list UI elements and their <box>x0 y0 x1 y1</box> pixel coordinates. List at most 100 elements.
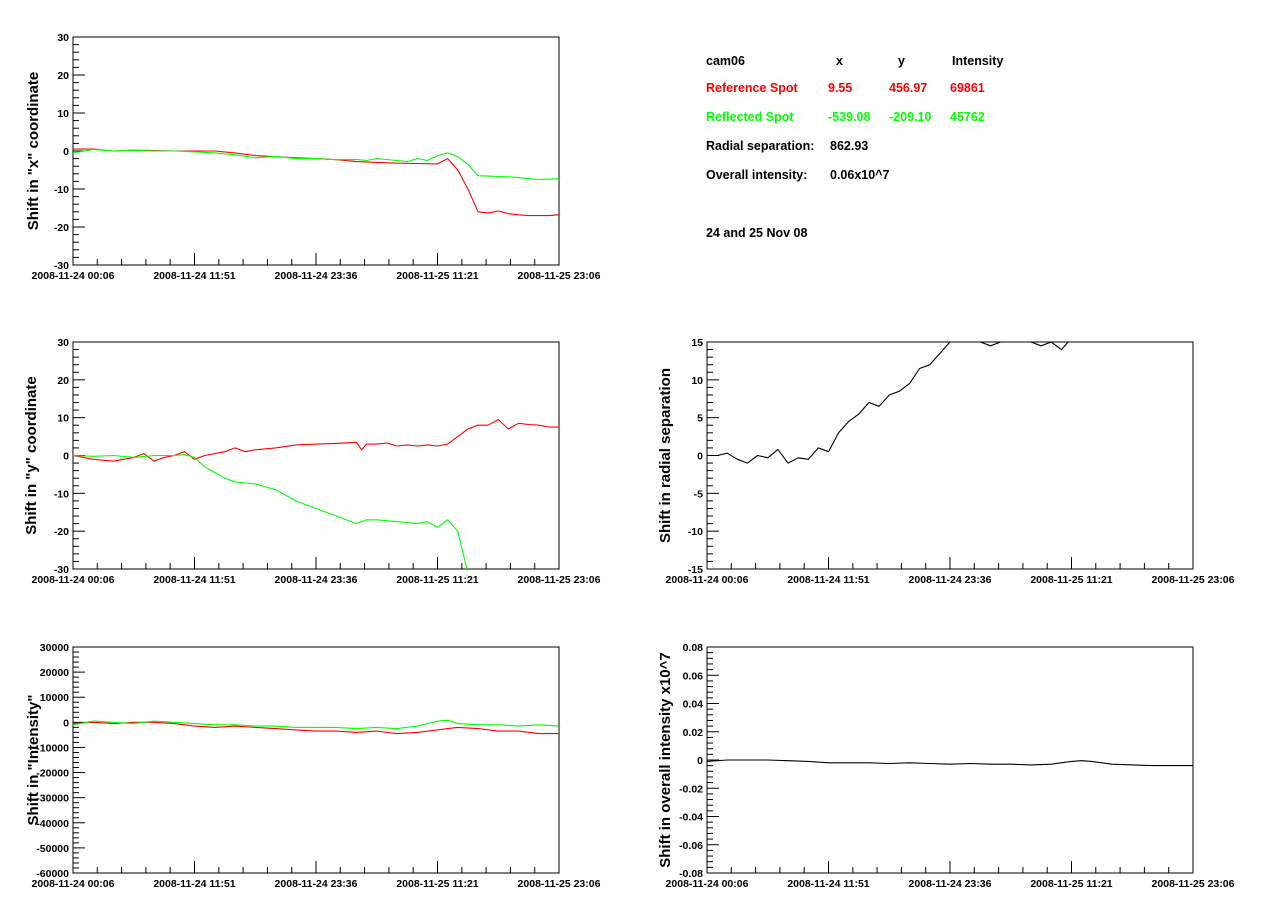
intensity-shift-xtick-label: 2008-11-24 00:06 <box>32 878 115 890</box>
overall-intensity-shift-ytick-label: 0.08 <box>683 642 704 654</box>
overall-intensity-shift-ytick-label: 0.06 <box>683 670 704 682</box>
radial-shift-ytick-label: -15 <box>688 564 703 576</box>
radial-shift-xtick-label: 2008-11-25 11:21 <box>1030 574 1112 586</box>
x-shift-ytick-label: -20 <box>54 222 69 234</box>
intensity-shift-ytick-label: -40000 <box>36 818 69 830</box>
reflected-spot-intensity: 45762 <box>950 110 985 124</box>
radial-shift-xtick-label: 2008-11-24 23:36 <box>909 574 992 586</box>
intensity-shift-xtick-label: 2008-11-25 11:21 <box>396 878 478 890</box>
reflected-spot-x: -539.08 <box>828 110 871 124</box>
intensity-shift-ytick-label: -30000 <box>36 793 69 805</box>
reference-spot-intensity: 69861 <box>950 81 985 95</box>
y-shift-ytick-label: 20 <box>57 375 69 387</box>
x-shift-series-group <box>73 148 559 217</box>
y-shift-series-line-0 <box>73 419 559 462</box>
intensity-shift-xtick-label: 2008-11-24 23:36 <box>275 878 358 890</box>
reflected-spot-y: -209.10 <box>889 110 932 124</box>
y-shift-ytick-label: -20 <box>54 526 69 538</box>
y-shift-series-line-1 <box>73 454 468 569</box>
y-shift-xtick-label: 2008-11-24 00:06 <box>32 574 115 586</box>
x-shift-ylabel: Shift in "x" coordinate <box>25 72 42 230</box>
radial-shift-ytick-label: 10 <box>691 375 703 387</box>
x-shift-xtick-label: 2008-11-24 23:36 <box>275 270 358 282</box>
overall-intensity-shift-chart: -0.08 -0.06 -0.04 -0.02 0 0.02 0.04 0.06 0.08 200… <box>657 642 1235 890</box>
overall-intensity-shift-ytick-label: -0.06 <box>679 840 703 852</box>
intensity-shift-ytick-label: 10000 <box>40 692 69 704</box>
overall-intensity-shift-xtick-label: 2008-11-24 00:06 <box>666 878 749 890</box>
overall-intensity-shift-ytick-label: 0.02 <box>683 727 704 739</box>
overall-intensity-shift-ylabel: Shift in overall intensity x10^7 <box>657 652 674 868</box>
y-shift-xtick-label: 2008-11-24 11:51 <box>153 574 235 586</box>
overall-intensity-shift-xtick-label: 2008-11-24 11:51 <box>787 878 869 890</box>
x-shift-ytick-label: 10 <box>57 108 69 120</box>
intensity-shift-chart: -60000 -50000 -40000 -30000 -20000 -10000 0 100… <box>25 642 601 890</box>
intensity-shift-xtick-label: 2008-11-25 23:06 <box>518 878 601 890</box>
radial-separation-value: 862.93 <box>830 139 869 153</box>
y-shift-chart: -30 -20 -10 0 10 20 30 2008-11-24 00:06 2008-11-… <box>23 337 601 586</box>
y-shift-xtick-label: 2008-11-24 23:36 <box>275 574 358 586</box>
y-shift-xtick-label: 2008-11-25 11:21 <box>396 574 478 586</box>
y-shift-series-group <box>73 419 559 569</box>
overall-intensity-shift-xtick-label: 2008-11-25 23:06 <box>1152 878 1235 890</box>
radial-shift-xtick-label: 2008-11-24 11:51 <box>787 574 869 586</box>
reference-spot-label: Reference Spot <box>706 81 798 95</box>
radial-shift-series-group <box>707 342 1069 464</box>
radial-shift-ylabel: Shift in radial separation <box>657 368 674 543</box>
radial-shift-series-line-0 <box>707 342 1069 464</box>
reference-spot-y: 456.97 <box>889 81 928 95</box>
x-shift-ytick-label: 30 <box>57 32 69 44</box>
overall-intensity-shift-xtick-label: 2008-11-24 23:36 <box>909 878 992 890</box>
x-shift-xtick-label: 2008-11-25 11:21 <box>396 270 478 282</box>
overall-intensity-shift-series-group <box>707 759 1193 767</box>
intensity-shift-ytick-label: -50000 <box>36 843 69 855</box>
y-shift-ytick-label: 0 <box>63 451 69 463</box>
x-shift-ytick-label: 0 <box>63 146 69 158</box>
intensity-shift-xtick-label: 2008-11-24 11:51 <box>153 878 235 890</box>
y-shift-xtick-label: 2008-11-25 23:06 <box>518 574 601 586</box>
column-header-y: y <box>898 54 905 68</box>
reflected-spot-label: Reflected Spot <box>706 110 794 124</box>
overall-intensity-shift-xtick-label: 2008-11-25 11:21 <box>1030 878 1112 890</box>
radial-shift-chart: -15 -10 -5 0 5 10 15 2008-11-24 00:06 2008-11-24… <box>657 337 1235 586</box>
radial-shift-ytick-label: 15 <box>691 337 703 349</box>
y-shift-ytick-label: 30 <box>57 337 69 349</box>
intensity-shift-ytick-label: 30000 <box>40 642 69 654</box>
radial-shift-ytick-label: 5 <box>697 413 703 425</box>
intensity-shift-series-line-1 <box>73 719 559 730</box>
overall-intensity-shift-ytick-label: -0.02 <box>679 783 703 795</box>
overall-intensity-shift-ytick-label: -0.04 <box>679 812 703 824</box>
overall-intensity-label: Overall intensity: <box>706 168 808 182</box>
x-shift-series-line-1 <box>73 148 559 181</box>
x-shift-xtick-label: 2008-11-24 00:06 <box>32 270 115 282</box>
reference-spot-x: 9.55 <box>828 81 853 95</box>
intensity-shift-series-group <box>73 719 559 735</box>
radial-shift-ytick-label: -10 <box>688 526 703 538</box>
radial-shift-xtick-label: 2008-11-25 23:06 <box>1152 574 1235 586</box>
radial-shift-ytick-label: -5 <box>694 488 703 500</box>
y-shift-ytick-label: 10 <box>57 413 69 425</box>
radial-separation-label: Radial separation: <box>706 139 815 153</box>
overall-intensity-shift-ytick-label: -0.08 <box>679 868 703 880</box>
intensity-shift-ytick-label: 0 <box>63 717 69 729</box>
x-shift-ytick-label: 20 <box>57 70 69 82</box>
column-header-intensity: Intensity <box>952 54 1004 68</box>
intensity-shift-plot-frame <box>72 646 560 874</box>
column-header-x: x <box>836 54 843 68</box>
overall-intensity-shift-ytick-label: 0.04 <box>683 699 704 711</box>
radial-shift-ytick-label: 0 <box>697 451 703 463</box>
y-shift-ytick-label: -30 <box>54 564 69 576</box>
intensity-shift-ytick-label: -60000 <box>36 868 69 880</box>
radial-shift-plot-frame <box>706 341 1194 570</box>
intensity-shift-series-line-0 <box>73 721 559 735</box>
intensity-shift-ytick-label: 20000 <box>40 667 69 679</box>
x-shift-ytick-label: -10 <box>54 184 69 196</box>
intensity-shift-ylabel: Shift in "Intensity" <box>25 695 42 826</box>
x-shift-xtick-label: 2008-11-25 23:06 <box>518 270 601 282</box>
date-note: 24 and 25 Nov 08 <box>706 226 808 240</box>
y-shift-ytick-label: -10 <box>54 488 69 500</box>
intensity-shift-ytick-label: -10000 <box>36 742 69 754</box>
intensity-shift-ytick-label: -20000 <box>36 768 69 780</box>
x-shift-ytick-label: -30 <box>54 260 69 272</box>
overall-intensity-value: 0.06x10^7 <box>830 168 890 182</box>
